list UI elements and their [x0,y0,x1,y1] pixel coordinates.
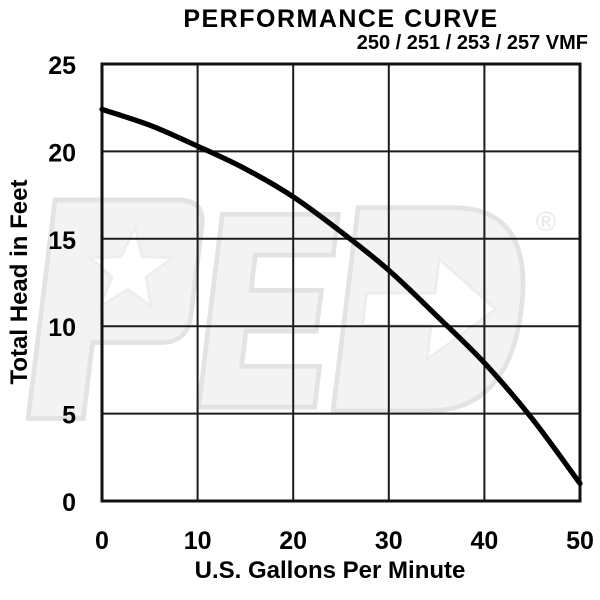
watermark-letter-e [196,211,341,410]
x-tick-label: 50 [566,527,594,555]
x-tick-label: 30 [375,527,403,555]
x-axis-title: U.S. Gallons Per Minute [194,557,466,584]
y-tick-label: 20 [48,139,76,167]
watermark-letter-p [25,197,205,421]
x-tick-label: 0 [95,527,109,555]
chart-subtitle-model-numbers: 250 / 251 / 253 / 257 VMF [356,32,588,54]
y-tick-label: 0 [62,489,76,517]
y-tick-label: 25 [48,52,76,80]
x-tick-label: 20 [279,527,307,555]
watermark-star-icon [86,223,178,310]
y-tick-label: 5 [62,402,76,430]
plot-border [100,62,582,503]
pump-performance-curve [99,106,583,487]
y-tick-label: 10 [48,314,76,342]
y-tick-label: 15 [48,227,76,255]
y-axis-title: Total Head in Feet [6,179,33,385]
x-tick-label: 10 [184,527,212,555]
x-tick-label: 40 [470,527,498,555]
chart-title: PERFORMANCE CURVE [183,5,499,33]
watermark-registered-mark: ® [536,206,557,237]
